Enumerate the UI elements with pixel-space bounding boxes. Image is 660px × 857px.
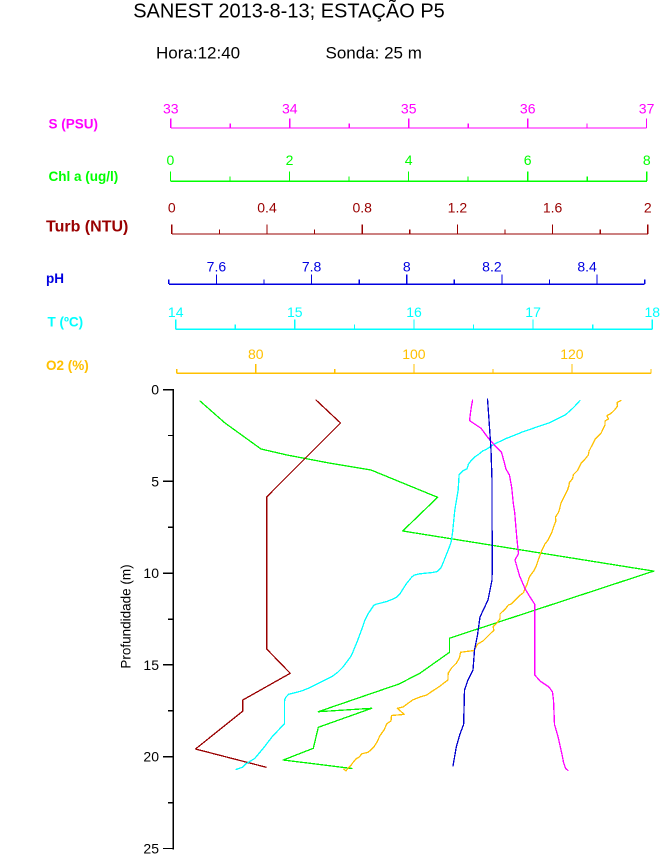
svg-text:8.4: 8.4 <box>577 259 597 275</box>
svg-text:8: 8 <box>403 259 411 275</box>
svg-text:6: 6 <box>524 152 532 168</box>
svg-text:25: 25 <box>143 841 159 857</box>
svg-text:34: 34 <box>282 101 298 117</box>
svg-text:18: 18 <box>645 304 660 320</box>
svg-text:80: 80 <box>248 346 264 362</box>
svg-text:7.8: 7.8 <box>302 259 322 275</box>
svg-text:0: 0 <box>168 200 176 216</box>
svg-text:36: 36 <box>520 101 536 117</box>
svg-text:4: 4 <box>405 152 413 168</box>
svg-text:8: 8 <box>643 152 651 168</box>
svg-text:Profundidade (m): Profundidade (m) <box>119 564 134 668</box>
svg-text:O2 (%): O2 (%) <box>46 358 89 373</box>
svg-text:Turb (NTU): Turb (NTU) <box>46 219 128 236</box>
svg-text:1.6: 1.6 <box>543 200 563 216</box>
svg-text:14: 14 <box>168 304 184 320</box>
svg-text:5: 5 <box>151 473 159 489</box>
svg-text:1.2: 1.2 <box>448 200 468 216</box>
svg-text:35: 35 <box>401 101 417 117</box>
svg-text:16: 16 <box>406 304 422 320</box>
svg-text:Hora:12:40: Hora:12:40 <box>156 44 240 63</box>
svg-text:Chl a (ug/l): Chl a (ug/l) <box>49 169 119 184</box>
svg-text:20: 20 <box>143 749 159 765</box>
svg-text:0.8: 0.8 <box>352 200 372 216</box>
svg-text:pH: pH <box>46 271 64 286</box>
svg-text:33: 33 <box>163 101 179 117</box>
svg-text:S (PSU): S (PSU) <box>49 117 99 132</box>
svg-text:0: 0 <box>167 152 175 168</box>
svg-text:T (ºC): T (ºC) <box>48 315 84 330</box>
svg-text:SANEST 2013-8-13; ESTAÇÃO P5: SANEST 2013-8-13; ESTAÇÃO P5 <box>133 0 445 23</box>
svg-text:17: 17 <box>525 304 541 320</box>
svg-text:10: 10 <box>143 565 159 581</box>
svg-text:7.6: 7.6 <box>207 259 227 275</box>
svg-text:2: 2 <box>644 200 652 216</box>
svg-text:37: 37 <box>639 101 655 117</box>
svg-text:Sonda: 25 m: Sonda: 25 m <box>326 44 422 63</box>
svg-text:2: 2 <box>286 152 294 168</box>
svg-text:15: 15 <box>143 657 159 673</box>
svg-text:120: 120 <box>560 346 584 362</box>
svg-text:0: 0 <box>151 382 159 398</box>
svg-text:15: 15 <box>287 304 303 320</box>
svg-text:8.2: 8.2 <box>482 259 502 275</box>
svg-text:0.4: 0.4 <box>257 200 277 216</box>
svg-text:100: 100 <box>402 346 426 362</box>
